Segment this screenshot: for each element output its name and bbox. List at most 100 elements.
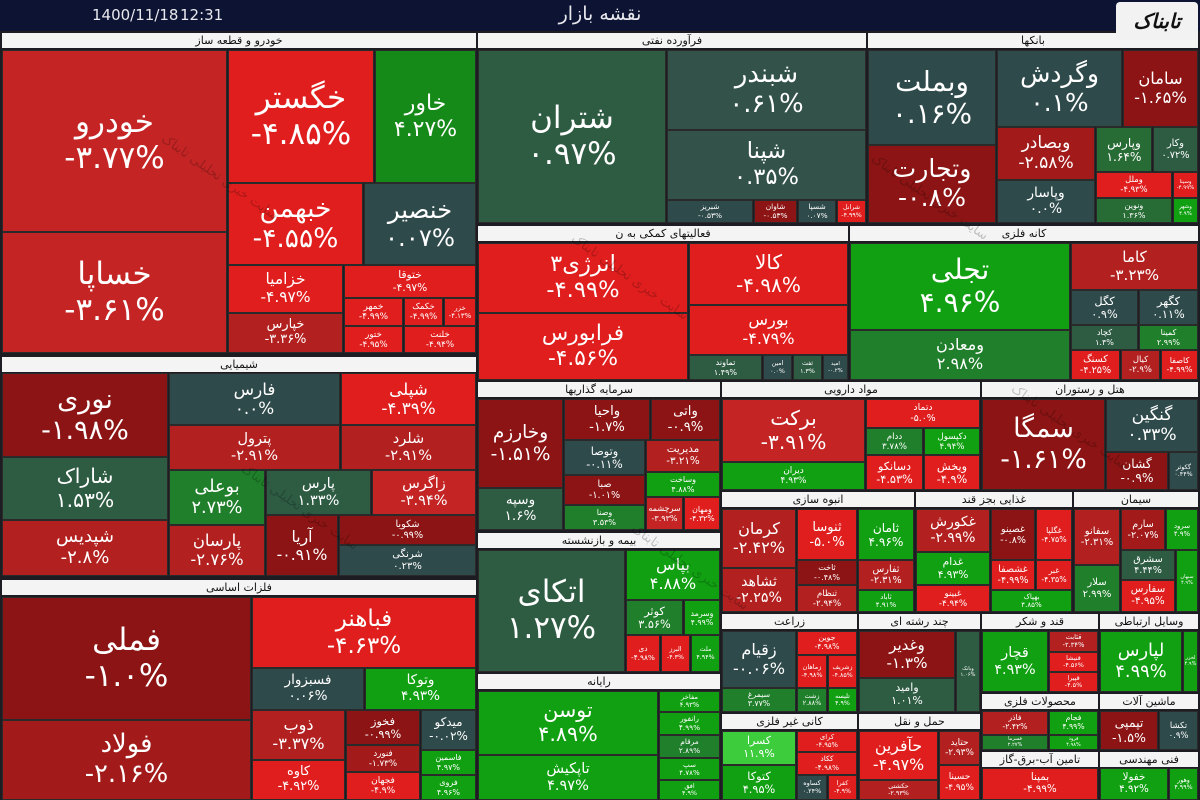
stock-name: خنصیر bbox=[387, 195, 453, 225]
stock-change: ۳.۵۶% bbox=[638, 617, 671, 631]
stock-name: واحیا bbox=[593, 404, 621, 420]
sector-title: غذایی بجز قند bbox=[916, 492, 1072, 507]
stock-change: ۰.۷۲% bbox=[1161, 149, 1190, 161]
stock-name: غگلپا bbox=[1046, 525, 1062, 535]
sector-title: حمل و نقل bbox=[859, 714, 980, 729]
stock-name: غدام bbox=[942, 555, 964, 569]
stock-change: ۳.۷۸% bbox=[881, 441, 907, 452]
stock-tile: کفرا -۴.۹% bbox=[828, 775, 857, 800]
stock-name: سبهان bbox=[1180, 574, 1194, 581]
stock-change: ۴.۹۸% bbox=[1066, 741, 1081, 748]
stock-name: وبصادر bbox=[1021, 132, 1071, 153]
stock-tile: خزر -۴.۱۳% bbox=[444, 298, 476, 326]
stock-name: فباهنر bbox=[335, 606, 393, 633]
stock-tile: مفاخر ۴.۹۳% bbox=[659, 691, 720, 712]
stock-tile: سیمرغ ۳.۷۷% bbox=[722, 688, 796, 712]
stock-change: ۱.۴% bbox=[1095, 337, 1114, 347]
stock-name: قثابت bbox=[1065, 632, 1082, 641]
stock-tile: سلار ۲.۹۹% bbox=[1074, 565, 1120, 612]
stock-name: شسپا bbox=[808, 201, 826, 211]
stock-change: -۱.۵۱% bbox=[490, 443, 551, 465]
stock-change: -۴.۹۵% bbox=[945, 782, 974, 793]
stock-name: تپمپی bbox=[1114, 715, 1144, 731]
stock-tile: وتوصا -۰.۱۱% bbox=[564, 440, 645, 475]
stock-name: بوعلی bbox=[194, 477, 240, 498]
stock-name: ذوب bbox=[283, 715, 314, 735]
stock-tile: ویخش -۴.۹% bbox=[924, 455, 980, 490]
stock-change: -۴.۹۳% bbox=[1120, 184, 1148, 194]
stock-name: وشهر bbox=[1179, 204, 1192, 211]
stock-name: قنیشا bbox=[1066, 653, 1081, 662]
stock-change: -۰.۸% bbox=[1000, 534, 1026, 546]
stock-change: -۲.۰۷% bbox=[1127, 529, 1159, 541]
stock-name: فروی bbox=[439, 778, 458, 788]
stock-change: ۴.۹۷% bbox=[436, 762, 461, 772]
sector-title: بیمه و بازنشسته bbox=[478, 533, 720, 548]
stock-change: -۲.۹۱% bbox=[385, 447, 432, 464]
stock-tile: افق ۴.۹% bbox=[659, 780, 720, 800]
stock-name: کرای bbox=[819, 732, 835, 741]
stock-change: ۲.۲۷% bbox=[1007, 741, 1023, 748]
stock-change: ۱.۳۳% bbox=[297, 492, 340, 509]
stock-name: فجهان bbox=[371, 775, 395, 786]
stock-name: حسینا bbox=[948, 772, 971, 783]
stock-name: کگل bbox=[1094, 294, 1115, 308]
stock-change: -۱.۳% bbox=[886, 653, 928, 672]
stock-tile: پارس ۱.۳۳% bbox=[266, 470, 371, 515]
stock-tile: ککاد -۴.۹۸% bbox=[797, 752, 857, 775]
stock-name: ومهان bbox=[692, 504, 712, 514]
stock-tile: امین ۰.۰% bbox=[763, 355, 792, 380]
stock-change: -۴.۵۵% bbox=[252, 223, 339, 254]
stock-change: -۴.۳۲% bbox=[689, 513, 715, 523]
stock-change: ۰.۳۳% bbox=[1127, 424, 1177, 445]
stock-change: -۴.۹۴% bbox=[425, 339, 455, 350]
stock-tile: گشان -۰.۹% bbox=[1106, 452, 1168, 490]
stock-name: کیال bbox=[1132, 354, 1149, 365]
stock-name: بورس bbox=[748, 310, 789, 330]
stock-change: ۱.۰۶% bbox=[960, 671, 976, 678]
stock-name: وبملت bbox=[895, 64, 969, 98]
stock-name: پارس bbox=[301, 475, 336, 492]
stock-name: زماهان bbox=[802, 663, 822, 672]
stock-name: وصنا bbox=[596, 508, 613, 518]
stock-change: -۲.۹۳% bbox=[888, 789, 909, 797]
stock-tile: تاپکیش ۴.۹۷% bbox=[478, 755, 658, 800]
stock-tile: حسینا -۴.۹۵% bbox=[939, 765, 980, 800]
stock-change: -۴.۲۵% bbox=[1079, 365, 1112, 376]
stock-change: -۰.۹% bbox=[667, 419, 704, 435]
stock-name: خکمک bbox=[412, 301, 435, 312]
stock-change: -۴.۹۹% bbox=[1023, 783, 1057, 795]
stock-name: سفارس bbox=[1130, 583, 1166, 596]
stock-tile: ثفارس -۲.۳۱% bbox=[858, 560, 914, 590]
stock-name: وتوصا bbox=[590, 444, 619, 458]
stock-tile: شبندر ۰.۶۱% bbox=[667, 50, 866, 130]
stock-name: وملل bbox=[1125, 174, 1143, 185]
stock-name: وسپه bbox=[505, 492, 536, 509]
stock-tile: ختوقا -۴.۹۷% bbox=[344, 265, 476, 298]
stock-name: قچار bbox=[1001, 645, 1029, 662]
stock-tile: لپارس ۴.۹۹% bbox=[1100, 631, 1182, 692]
stock-change: ۴.۹۹% bbox=[1062, 722, 1085, 731]
stock-tile: خکمک -۴.۹۹% bbox=[404, 298, 443, 326]
stock-tile: قچار ۴.۹۳% bbox=[982, 631, 1048, 692]
stock-change: -۵.۰% bbox=[910, 412, 936, 424]
stock-change: -۱.۵% bbox=[1111, 729, 1146, 745]
stock-change: -۲.۴۲% bbox=[1002, 722, 1028, 731]
stock-change: -۰.۹۹% bbox=[364, 727, 402, 741]
stock-tile: ثاباد ۴.۹۱% bbox=[858, 590, 914, 612]
time: 12:31 bbox=[180, 6, 224, 24]
stock-change: -۴.۹۹% bbox=[409, 311, 438, 321]
stock-change: -۴.۹۵% bbox=[359, 339, 388, 350]
stock-change: -۴.۹۴% bbox=[938, 598, 968, 609]
stock-name: بمپنا bbox=[1030, 771, 1050, 784]
stock-tile: اتکای ۱.۲۷% bbox=[478, 550, 625, 672]
stock-change: -۲.۲۵% bbox=[736, 590, 782, 606]
stock-tile: کرمان -۲.۴۲% bbox=[722, 509, 796, 568]
page-title: نقشه بازار bbox=[558, 3, 642, 25]
stock-tile: دی -۴.۹۸% bbox=[626, 635, 660, 672]
stock-tile: تلیسه ۴.۹% bbox=[828, 688, 857, 712]
stock-name: کمینا bbox=[1160, 328, 1177, 338]
stock-change: ۴.۸۵% bbox=[1021, 600, 1042, 609]
stock-change: -۴.۹۸% bbox=[631, 652, 655, 662]
